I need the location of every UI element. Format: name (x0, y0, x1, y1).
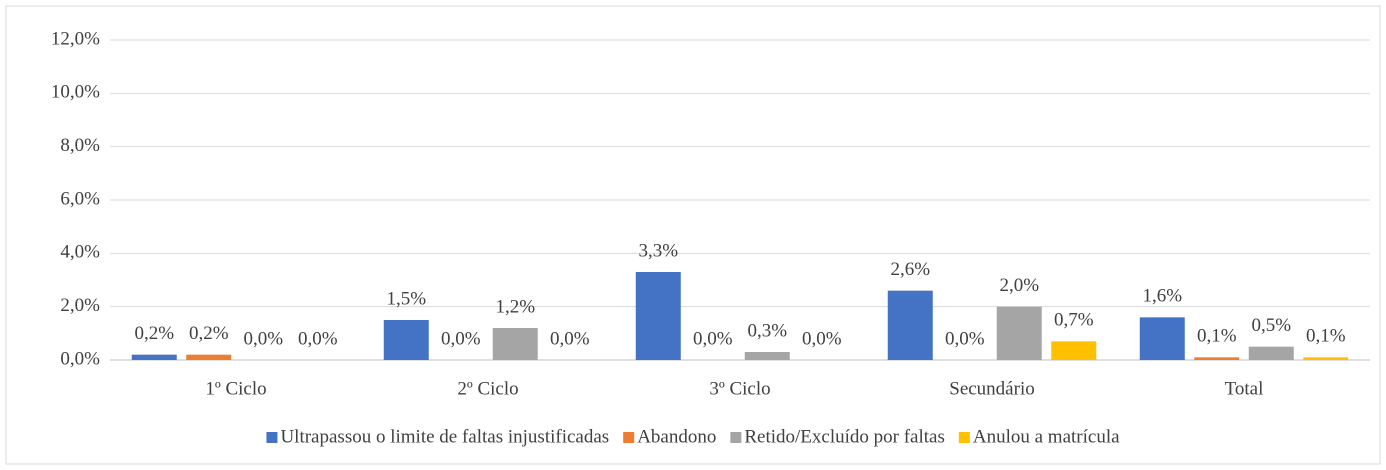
data-label: 0,7% (1054, 310, 1094, 331)
data-label: 1,2% (495, 296, 535, 317)
legend-swatch (958, 432, 970, 443)
data-label: 0,0% (693, 328, 733, 349)
data-label: 0,0% (441, 328, 481, 349)
data-label: 0,5% (1251, 315, 1291, 336)
data-label: 0,0% (243, 328, 283, 349)
y-tick-label: 12,0% (51, 28, 100, 49)
bar (131, 354, 177, 360)
x-tick-label: Total (1225, 378, 1264, 399)
y-tick-label: 6,0% (60, 188, 100, 209)
bar (186, 354, 232, 360)
bar (383, 320, 429, 360)
bar (1139, 317, 1185, 360)
data-label: 1,5% (386, 288, 426, 309)
data-label: 0,0% (945, 328, 985, 349)
bar (1051, 341, 1097, 360)
legend-label: Abandono (637, 426, 716, 447)
legend-label: Ultrapassou o limite de faltas injustifi… (280, 426, 609, 447)
data-label: 0,0% (298, 328, 338, 349)
data-label: 0,1% (1306, 326, 1346, 347)
data-label: 1,6% (1142, 286, 1182, 307)
bar (996, 306, 1042, 360)
data-label: 0,0% (802, 328, 842, 349)
x-tick-label: 1º Ciclo (205, 378, 266, 399)
legend-swatch (266, 432, 278, 443)
bar (492, 328, 538, 360)
bar (887, 290, 933, 360)
data-label: 2,0% (999, 275, 1039, 296)
data-label: 0,2% (134, 323, 174, 344)
bar (744, 352, 790, 360)
data-label: 0,1% (1197, 326, 1237, 347)
y-tick-label: 2,0% (60, 295, 100, 316)
y-tick-label: 4,0% (60, 242, 100, 263)
data-label: 3,3% (638, 240, 678, 261)
data-label: 0,3% (747, 320, 787, 341)
x-tick-label: Secundário (949, 378, 1034, 399)
bar (1303, 357, 1349, 360)
bar (635, 272, 681, 360)
legend-swatch (623, 432, 635, 443)
data-label: 2,6% (890, 259, 930, 280)
x-tick-label: 3º Ciclo (709, 378, 770, 399)
bar (1194, 357, 1240, 360)
y-tick-label: 10,0% (51, 82, 100, 103)
data-label: 0,0% (550, 328, 590, 349)
bar (1248, 346, 1294, 360)
legend-label: Retido/Excluído por faltas (744, 426, 945, 447)
legend-label: Anulou a matrícula (973, 426, 1120, 447)
legend-swatch (730, 432, 742, 443)
y-tick-label: 8,0% (60, 135, 100, 156)
y-tick-label: 0,0% (60, 348, 100, 369)
chart-border (5, 5, 1381, 465)
x-tick-label: 2º Ciclo (457, 378, 518, 399)
data-label: 0,2% (189, 323, 229, 344)
